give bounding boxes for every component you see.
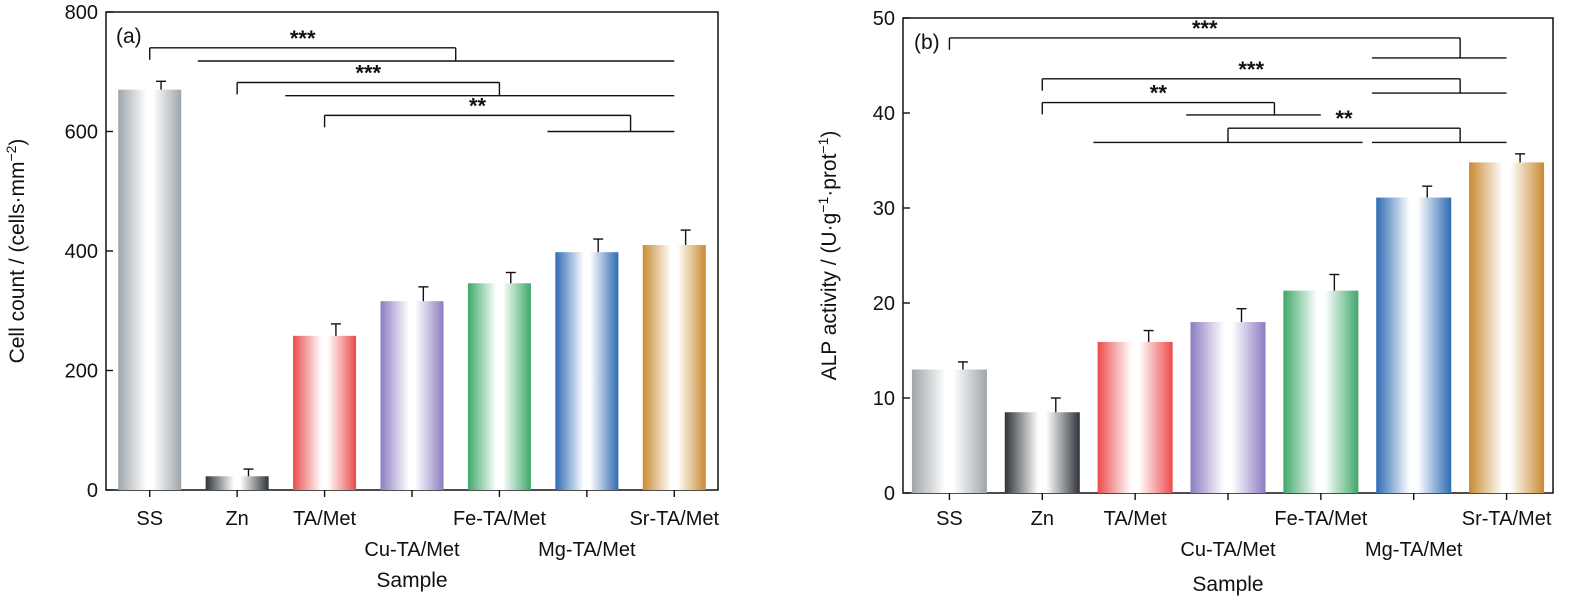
y-axis-title-b: ALP activity / (U·g−1·prot−1) — [815, 131, 841, 381]
panel-label-a: (a) — [116, 25, 142, 48]
error-bar — [505, 271, 516, 284]
bar-mg-ta-met — [1376, 197, 1452, 494]
x-tick-label: Mg-TA/Met — [538, 539, 636, 561]
error-bar — [330, 323, 341, 336]
bar-fe-ta-met — [1283, 290, 1359, 493]
y-axis-title-a-sup: −2 — [3, 145, 19, 161]
y-tick-label: 200 — [65, 361, 98, 383]
error-bar — [680, 229, 691, 246]
error-bars-a — [156, 80, 691, 477]
y-axis-title-a: Cell count / (cells·mm−2) — [3, 139, 29, 364]
x-tick-label: SS — [936, 508, 963, 530]
bar-cu-ta-met — [380, 301, 444, 490]
y-tick-label: 0 — [87, 480, 98, 502]
x-tick-label: Cu-TA/Met — [364, 539, 460, 561]
bar-mg-ta-met — [555, 252, 619, 490]
y-tick-label: 40 — [873, 103, 895, 125]
significance-label: *** — [355, 61, 381, 86]
error-bars-b — [957, 153, 1526, 413]
significance-label: ** — [1336, 106, 1354, 131]
error-bar — [156, 80, 167, 90]
significance-bracket: *** — [1041, 57, 1507, 94]
y-tick-label: 20 — [873, 293, 895, 315]
error-bar — [1329, 273, 1340, 291]
y-tick-label: 0 — [884, 483, 895, 505]
significance-label: ** — [1150, 81, 1168, 106]
x-tick-label: Zn — [1031, 508, 1054, 530]
error-bar — [1050, 397, 1061, 413]
error-bar — [243, 468, 254, 477]
y-axis-title-b-end: ) — [818, 131, 841, 138]
y-tick-label: 600 — [65, 122, 98, 144]
y-tick-label: 30 — [873, 198, 895, 220]
x-axis-title-a: Sample — [376, 569, 447, 592]
y-axis-title-a-end: ) — [6, 139, 29, 146]
significance-label: *** — [1192, 16, 1218, 41]
x-tick-label: Cu-TA/Met — [1180, 539, 1276, 561]
significance-bracket: *** — [236, 61, 675, 97]
significance-bracket: *** — [948, 16, 1507, 59]
significance-label: ** — [469, 93, 487, 118]
significance-bracket: ** — [1041, 81, 1321, 116]
bar-sr-ta-met — [1469, 162, 1545, 493]
bar-ss — [118, 89, 182, 491]
significance-bracket: ** — [1093, 106, 1507, 144]
significance-label: *** — [290, 26, 316, 51]
bars-a — [118, 89, 706, 491]
x-tick-labels-b: SS Zn TA/Met Cu-TA/Met Fe-TA/Met Mg-TA/Met Sr-… — [936, 493, 1552, 561]
error-bar — [1236, 308, 1247, 322]
x-tick-label: Mg-TA/Met — [1365, 539, 1463, 561]
significance-a: ******** — [149, 26, 675, 133]
error-bar — [1515, 153, 1526, 163]
y-ticks-b: 0 10 20 30 40 50 — [873, 8, 910, 505]
bar-cu-ta-met — [1190, 322, 1266, 493]
y-tick-label: 10 — [873, 388, 895, 410]
y-axis-title-b-main: ALP activity / (U·g — [818, 213, 841, 381]
significance-bracket: *** — [149, 26, 675, 62]
bar-sr-ta-met — [642, 245, 706, 490]
significance-b: ********** — [948, 16, 1507, 144]
y-tick-label: 400 — [65, 241, 98, 263]
y-tick-label: 800 — [65, 2, 98, 24]
y-axis-title-b-sup1: −1 — [815, 197, 831, 213]
x-tick-label: SS — [136, 508, 163, 530]
error-bar — [957, 361, 968, 370]
x-tick-label: Fe-TA/Met — [453, 508, 546, 530]
y-axis-title-b-sup2: −1 — [815, 137, 831, 153]
y-axis-title-a-main: Cell count / (cells·mm — [6, 162, 29, 364]
error-bar — [418, 286, 429, 302]
y-tick-label: 50 — [873, 8, 895, 30]
x-tick-label: Sr-TA/Met — [629, 508, 719, 530]
x-tick-label: TA/Met — [293, 508, 356, 530]
error-bar — [1422, 185, 1433, 198]
panel-label-b: (b) — [914, 31, 940, 54]
error-bar — [1143, 329, 1154, 342]
bar-zn — [205, 476, 269, 490]
y-axis-title-b-mid: ·prot — [818, 153, 841, 196]
x-tick-label: TA/Met — [1104, 508, 1167, 530]
x-tick-labels-a: SS Zn TA/Met Cu-TA/Met Fe-TA/Met Mg-TA/Met Sr-… — [136, 490, 720, 561]
significance-label: *** — [1238, 57, 1264, 82]
x-tick-label: Zn — [225, 508, 248, 530]
x-tick-label: Fe-TA/Met — [1274, 508, 1367, 530]
bar-fe-ta-met — [467, 283, 531, 490]
bar-zn — [1004, 412, 1080, 493]
bar-ss — [911, 369, 987, 493]
bar-ta-met — [293, 335, 357, 490]
bars-b — [911, 162, 1545, 494]
x-tick-label: Sr-TA/Met — [1462, 508, 1552, 530]
error-bar — [593, 238, 604, 253]
significance-bracket: ** — [323, 93, 675, 133]
y-ticks-a: 0 200 400 600 800 — [65, 2, 113, 502]
bar-ta-met — [1097, 341, 1173, 493]
x-axis-title-b: Sample — [1192, 573, 1263, 596]
